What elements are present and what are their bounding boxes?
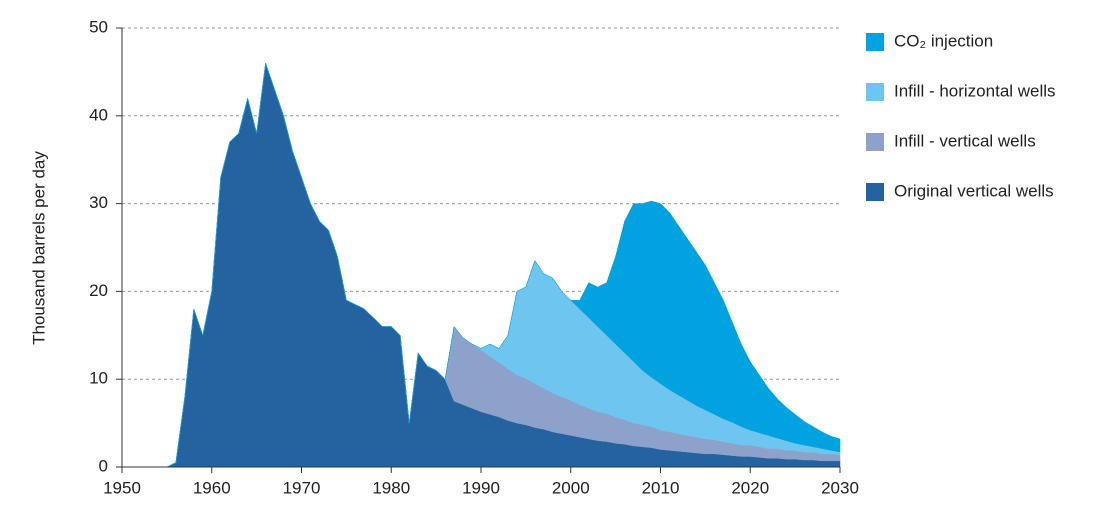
- legend-swatch: [866, 33, 884, 51]
- legend-label: Infill - vertical wells: [894, 131, 1036, 150]
- y-tick-label: 30: [89, 193, 108, 212]
- x-tick-label: 1970: [283, 478, 321, 497]
- legend-label: CO₂ injection: [894, 31, 993, 50]
- legend-swatch: [866, 133, 884, 151]
- x-tick-label: 1990: [462, 478, 500, 497]
- y-tick-label: 10: [89, 369, 108, 388]
- x-tick-label: 2030: [821, 478, 859, 497]
- y-tick-label: 40: [89, 105, 108, 124]
- x-tick-label: 2010: [642, 478, 680, 497]
- y-tick-label: 20: [89, 281, 108, 300]
- legend-label: Infill - horizontal wells: [894, 81, 1056, 100]
- legend-swatch: [866, 183, 884, 201]
- x-tick-label: 1950: [103, 478, 141, 497]
- x-tick-label: 2020: [731, 478, 769, 497]
- y-tick-label: 50: [89, 17, 108, 36]
- x-tick-label: 2000: [552, 478, 590, 497]
- y-axis-label: Thousand barrels per day: [29, 151, 48, 345]
- y-tick-label: 0: [99, 456, 108, 475]
- legend-swatch: [866, 83, 884, 101]
- legend-label: Original vertical wells: [894, 181, 1054, 200]
- x-tick-label: 1980: [372, 478, 410, 497]
- area: [122, 63, 841, 468]
- x-tick-label: 1960: [193, 478, 231, 497]
